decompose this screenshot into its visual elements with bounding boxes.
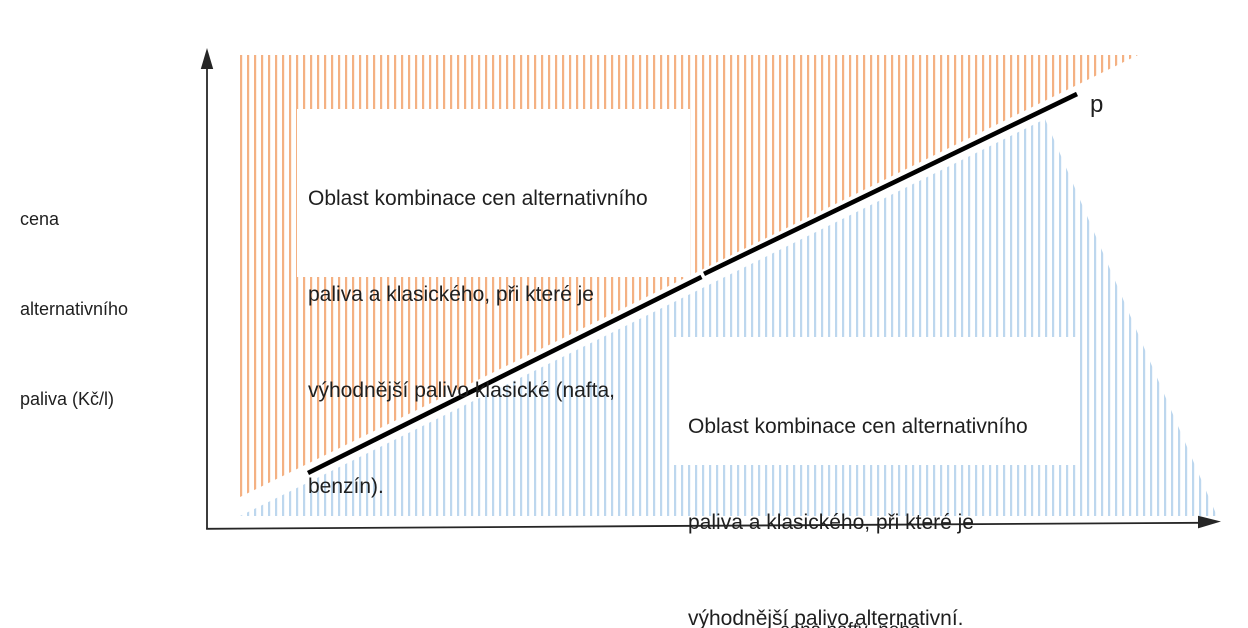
- x-axis-arrow-icon: [1198, 515, 1221, 529]
- alternative-region-line2: paliva a klasického, při které je: [688, 511, 974, 534]
- x-axis-line: [206, 521, 1201, 530]
- y-axis-label: cena alternativního paliva (Kč/l): [20, 144, 128, 474]
- classic-region-line1: Oblast kombinace cen alternativního: [308, 187, 648, 210]
- classic-region-annotation: Oblast kombinace cen alternativního pali…: [308, 119, 648, 567]
- alternative-region-annotation: Oblast kombinace cen alternativního pali…: [688, 347, 1028, 628]
- y-axis-label-line1: cena: [20, 209, 60, 229]
- price-line-label: p: [1090, 91, 1104, 118]
- x-axis-label: cena nafty nebo benzínu (Kč/l): [780, 558, 921, 628]
- classic-region-line4: benzín).: [308, 475, 384, 498]
- classic-region-textbox: [297, 109, 690, 277]
- price-line-segment-right: [703, 91, 1078, 276]
- alternative-region-textbox: [672, 337, 1077, 465]
- price-line-segment-left: [306, 274, 703, 476]
- alternative-region-line3: výhodnější palivo alternativní.: [688, 607, 964, 628]
- y-axis-label-line2: alternativního: [20, 299, 129, 319]
- y-axis-label-line3: paliva (Kč/l): [20, 389, 115, 409]
- alternative-region-line1: Oblast kombinace cen alternativního: [688, 415, 1028, 438]
- classic-region-line3: výhodnější palivo klasické (nafta,: [308, 379, 615, 402]
- classic-region-line2: paliva a klasického, při které je: [308, 283, 594, 306]
- y-axis-arrow-icon: [200, 48, 214, 69]
- x-axis-label-line1: cena nafty nebo: [780, 616, 921, 628]
